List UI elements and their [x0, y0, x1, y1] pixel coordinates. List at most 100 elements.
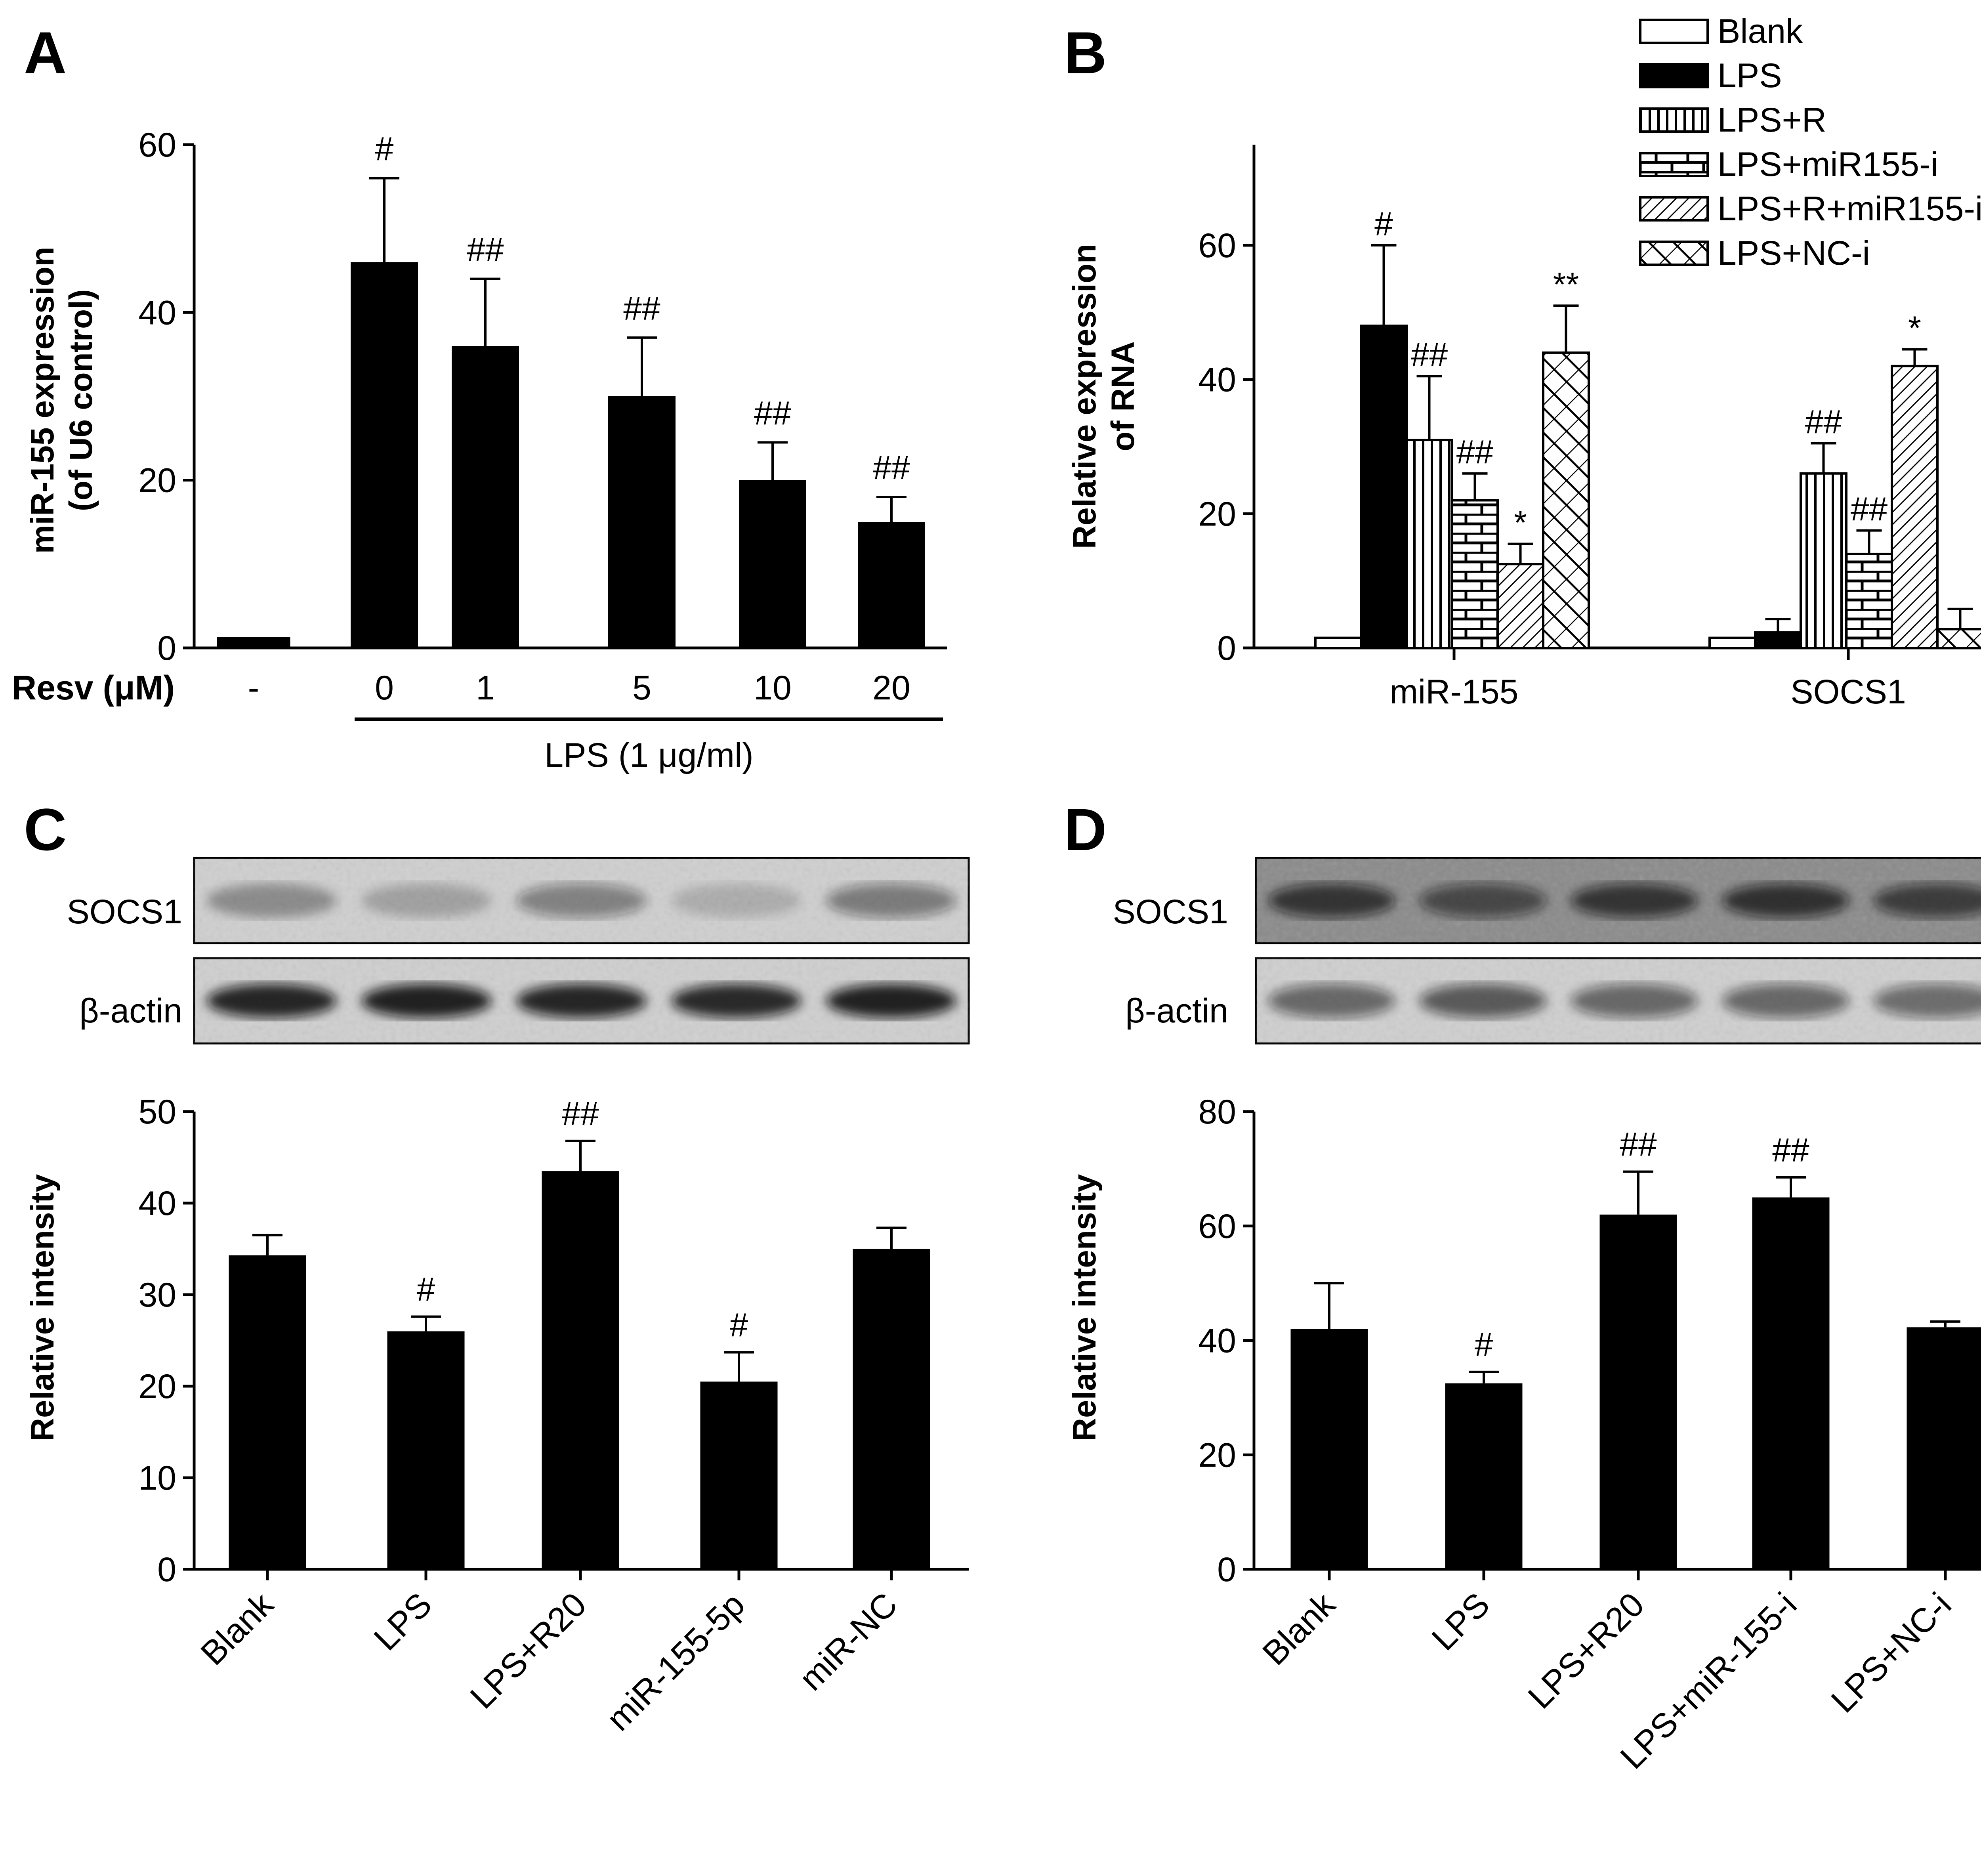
panel-b-bar	[1451, 499, 1499, 649]
panel-b-bar	[1754, 631, 1802, 650]
panel-b-y-tick-label: 20	[1198, 495, 1236, 533]
panel-c-bar	[542, 1171, 619, 1569]
panel-c-bar	[387, 1331, 465, 1569]
panel-a-category-label: 0	[375, 669, 394, 707]
panel-d-bar	[1752, 1197, 1830, 1569]
panel-b-significance-label: #	[1374, 205, 1393, 243]
panel-c-bars: ####	[229, 1095, 930, 1569]
panel-d-bar	[1290, 1329, 1368, 1569]
panel-c-category-label: miR-NC	[792, 1586, 905, 1698]
panel-a-bar	[217, 637, 290, 648]
panel-b-legend: Blank LPS LPS+R LPS+miR155-i LPS+R+miR155-i L…	[1639, 12, 1981, 272]
panel-c-bar	[700, 1381, 778, 1569]
panel-d-blot-band	[1571, 883, 1698, 918]
panel-a-category-label: 10	[754, 669, 792, 707]
panel-d-significance-label: ##	[1772, 1131, 1809, 1169]
panel-b-legend-label: LPS	[1718, 57, 1782, 95]
panel-b-significance-label: ##	[1851, 491, 1888, 528]
panel-a-ylabel-line-2: (of U6 control)	[63, 289, 99, 511]
panel-d-chart: SOCS1 β-actin 0 20 40 60 80 Blank LPS LPS+R20 LP…	[1067, 857, 1981, 1776]
panel-a-lps-group-label: LPS (1 μg/ml)	[544, 736, 753, 774]
panel-a-category-label: -	[248, 669, 260, 707]
panel-b-significance-label: *	[1908, 309, 1921, 346]
panel-d-western-blots	[1255, 857, 1981, 1045]
panel-c-y-tick-label: 40	[138, 1184, 176, 1223]
panel-d-significance-label: ##	[1620, 1126, 1657, 1163]
panel-d-bar	[1445, 1383, 1523, 1569]
panel-c-blot-band	[361, 984, 492, 1018]
panel-b-bar	[1845, 552, 1893, 650]
panel-b-bar	[1891, 365, 1939, 649]
panel-d-significance-label: #	[1475, 1326, 1493, 1363]
panel-b-legend-swatch	[1639, 63, 1709, 88]
panel-a-bar	[739, 480, 806, 648]
panel-b-bar	[1542, 351, 1590, 649]
panel-d-y-tick-label: 20	[1198, 1436, 1236, 1474]
panel-b-significance-label: ##	[1456, 434, 1494, 471]
panel-b-legend-label: LPS+NC-i	[1718, 234, 1870, 272]
panel-b-bar	[1405, 439, 1453, 649]
panel-d-category-label: LPS	[1425, 1586, 1497, 1658]
panel-c-y-tick-label: 50	[138, 1093, 176, 1131]
panel-b-category-label: SOCS1	[1790, 673, 1906, 711]
panel-c-category-label: miR-155-5p	[599, 1586, 752, 1738]
panel-a-axes: 0 20 40 60	[138, 126, 947, 667]
panel-b-significance-label: *	[1514, 504, 1527, 541]
panel-b-legend-swatch	[1639, 196, 1709, 222]
panel-c-category-label: LPS+R20	[463, 1586, 594, 1716]
panel-a-bar	[858, 522, 925, 648]
panel-a-y-tick-label: 20	[138, 462, 176, 500]
panel-a-bar	[452, 346, 519, 648]
panel-d-category-label: LPS+R20	[1521, 1586, 1652, 1716]
panel-a-bars: - #0 ## 1 ## 5 ## 10 ## 20	[217, 130, 925, 707]
panel-d-y-tick-label: 60	[1198, 1207, 1236, 1246]
panel-d-y-tick-label: 0	[1217, 1551, 1236, 1589]
panel-d-blot-band	[1722, 883, 1849, 918]
panel-c-blot-label-socs1: SOCS1	[67, 893, 182, 931]
panel-d-blot-band	[1873, 984, 1981, 1018]
panel-c-bar	[853, 1249, 930, 1569]
panel-b-bars: #########****	[1314, 205, 1981, 650]
panel-a-bar	[608, 396, 676, 648]
panel-b-legend-label: LPS+miR155-i	[1718, 145, 1938, 183]
panel-c-ylabel: Relative intensity	[25, 1174, 61, 1441]
panel-a-y-tick-label: 0	[157, 629, 176, 667]
panel-d-blot-band	[1268, 984, 1395, 1018]
panel-d-bar	[1599, 1214, 1677, 1569]
panel-c-western-blots	[193, 857, 970, 1045]
panel-b-category-label: miR-155	[1390, 673, 1519, 711]
panel-letter-a: A	[24, 19, 67, 86]
panel-b-y-tick-label: 40	[1198, 361, 1236, 399]
panel-b-significance-label: **	[1553, 266, 1579, 303]
panel-b-significance-label: ##	[1805, 403, 1842, 441]
panel-a-significance-label: ##	[467, 231, 504, 268]
panel-b-legend-swatch	[1639, 152, 1709, 177]
panel-d-blot-band	[1268, 883, 1395, 918]
panel-d-category-label: Blank	[1255, 1585, 1343, 1673]
panel-b-bar	[1936, 628, 1981, 650]
panel-b-bar	[1708, 636, 1756, 649]
panel-b-significance-label: ##	[1411, 336, 1448, 373]
panel-c-blot-band	[671, 883, 802, 918]
panel-b-bar	[1314, 636, 1362, 649]
panel-d-category-label: LPS+NC-i	[1824, 1586, 1959, 1720]
panel-a-resv-label: Resv (μM)	[12, 669, 175, 707]
panel-b-ylabel-line-1: Relative expression	[1067, 244, 1103, 549]
panel-letter-d: D	[1064, 796, 1107, 863]
panel-d-blot-band	[1722, 984, 1849, 1018]
panel-d-bars: ### ##	[1290, 1126, 1981, 1569]
panel-d-blot-band	[1571, 984, 1698, 1018]
panel-b-legend-swatch	[1639, 107, 1709, 133]
panel-c-blot-band	[516, 883, 647, 918]
panel-d-blot-band	[1873, 883, 1981, 918]
panel-a-category-label: 1	[476, 669, 495, 707]
panel-a-category-label: 20	[872, 669, 910, 707]
panel-c-significance-label: ##	[562, 1095, 599, 1132]
panel-letter-c: C	[24, 796, 67, 863]
panel-c-blot-band	[671, 984, 802, 1018]
panel-a-significance-label: ##	[754, 394, 791, 432]
panel-d-blot-label-socs1: SOCS1	[1113, 893, 1228, 931]
panel-d-blot-label-actin: β-actin	[1125, 992, 1228, 1030]
panel-c-blot-label-actin: β-actin	[79, 992, 182, 1030]
